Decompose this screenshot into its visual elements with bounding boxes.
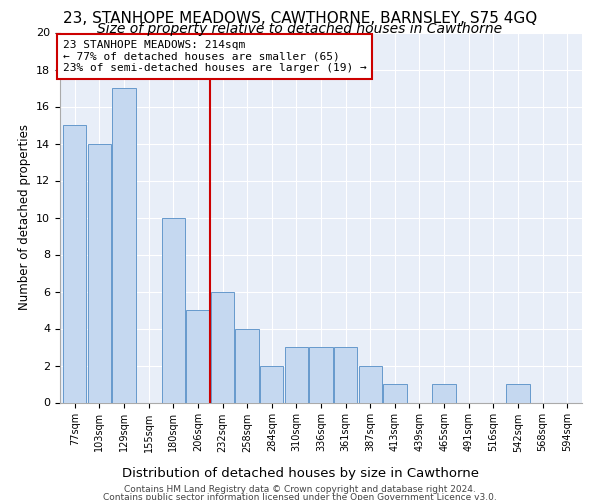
Text: 23, STANHOPE MEADOWS, CAWTHORNE, BARNSLEY, S75 4GQ: 23, STANHOPE MEADOWS, CAWTHORNE, BARNSLE…	[63, 11, 537, 26]
Bar	[63, 125, 86, 402]
Text: Size of property relative to detached houses in Cawthorne: Size of property relative to detached ho…	[97, 22, 503, 36]
Bar	[506, 384, 530, 402]
Bar	[310, 347, 332, 403]
Bar	[284, 347, 308, 403]
Bar	[186, 310, 209, 402]
Bar	[334, 347, 358, 403]
Bar	[211, 292, 234, 403]
Bar	[260, 366, 283, 403]
Bar	[383, 384, 407, 402]
Bar	[433, 384, 456, 402]
Text: Contains HM Land Registry data © Crown copyright and database right 2024.: Contains HM Land Registry data © Crown c…	[124, 485, 476, 494]
Bar	[161, 218, 185, 402]
Text: 23 STANHOPE MEADOWS: 214sqm
← 77% of detached houses are smaller (65)
23% of sem: 23 STANHOPE MEADOWS: 214sqm ← 77% of det…	[62, 40, 367, 73]
Bar	[359, 366, 382, 403]
Text: Contains public sector information licensed under the Open Government Licence v3: Contains public sector information licen…	[103, 493, 497, 500]
Bar	[112, 88, 136, 402]
Bar	[88, 144, 111, 402]
Y-axis label: Number of detached properties: Number of detached properties	[17, 124, 31, 310]
Bar	[235, 328, 259, 402]
Text: Distribution of detached houses by size in Cawthorne: Distribution of detached houses by size …	[121, 468, 479, 480]
